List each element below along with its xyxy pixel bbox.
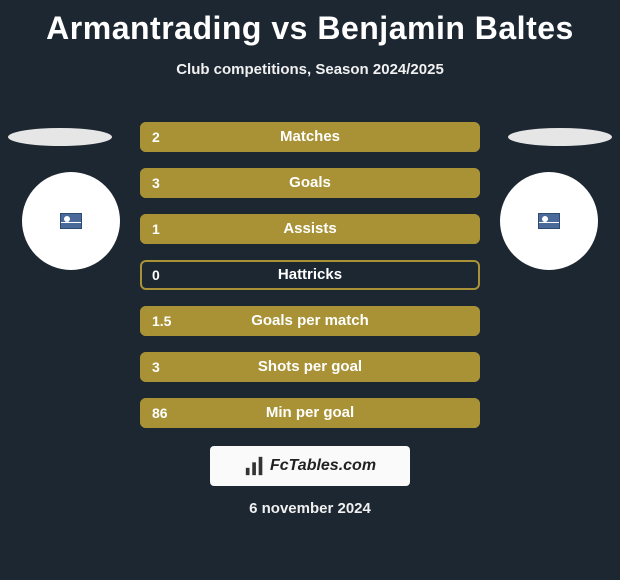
- stat-bar: 3Goals: [140, 168, 480, 198]
- date-label: 6 november 2024: [0, 500, 620, 517]
- stat-bar-label: Goals: [140, 168, 480, 198]
- stat-bar-label: Assists: [140, 214, 480, 244]
- stat-bar-label: Hattricks: [140, 260, 480, 290]
- stats-bars: 2Matches 3Goals 1Assists 0Hattricks 1.5Goals…: [140, 122, 480, 444]
- page-title: Armantrading vs Benjamin Baltes: [0, 0, 620, 47]
- bars-icon: [244, 455, 266, 477]
- club-badge-right: [500, 172, 598, 270]
- stat-bar: 0Hattricks: [140, 260, 480, 290]
- stat-bar: 3Shots per goal: [140, 352, 480, 382]
- stat-bar-label: Matches: [140, 122, 480, 152]
- fctables-logo: FcTables.com: [210, 446, 410, 486]
- image-placeholder-icon: [538, 213, 560, 229]
- club-badge-left: [22, 172, 120, 270]
- stat-bar-label: Shots per goal: [140, 352, 480, 382]
- stat-bar-label: Min per goal: [140, 398, 480, 428]
- logo-text: FcTables.com: [270, 457, 376, 475]
- image-placeholder-icon: [60, 213, 82, 229]
- stat-bar: 86Min per goal: [140, 398, 480, 428]
- subtitle: Club competitions, Season 2024/2025: [0, 61, 620, 78]
- stat-bar: 1.5Goals per match: [140, 306, 480, 336]
- stat-bar: 1Assists: [140, 214, 480, 244]
- stat-bar-label: Goals per match: [140, 306, 480, 336]
- player-avatar-left: [8, 128, 112, 146]
- player-avatar-right: [508, 128, 612, 146]
- stat-bar: 2Matches: [140, 122, 480, 152]
